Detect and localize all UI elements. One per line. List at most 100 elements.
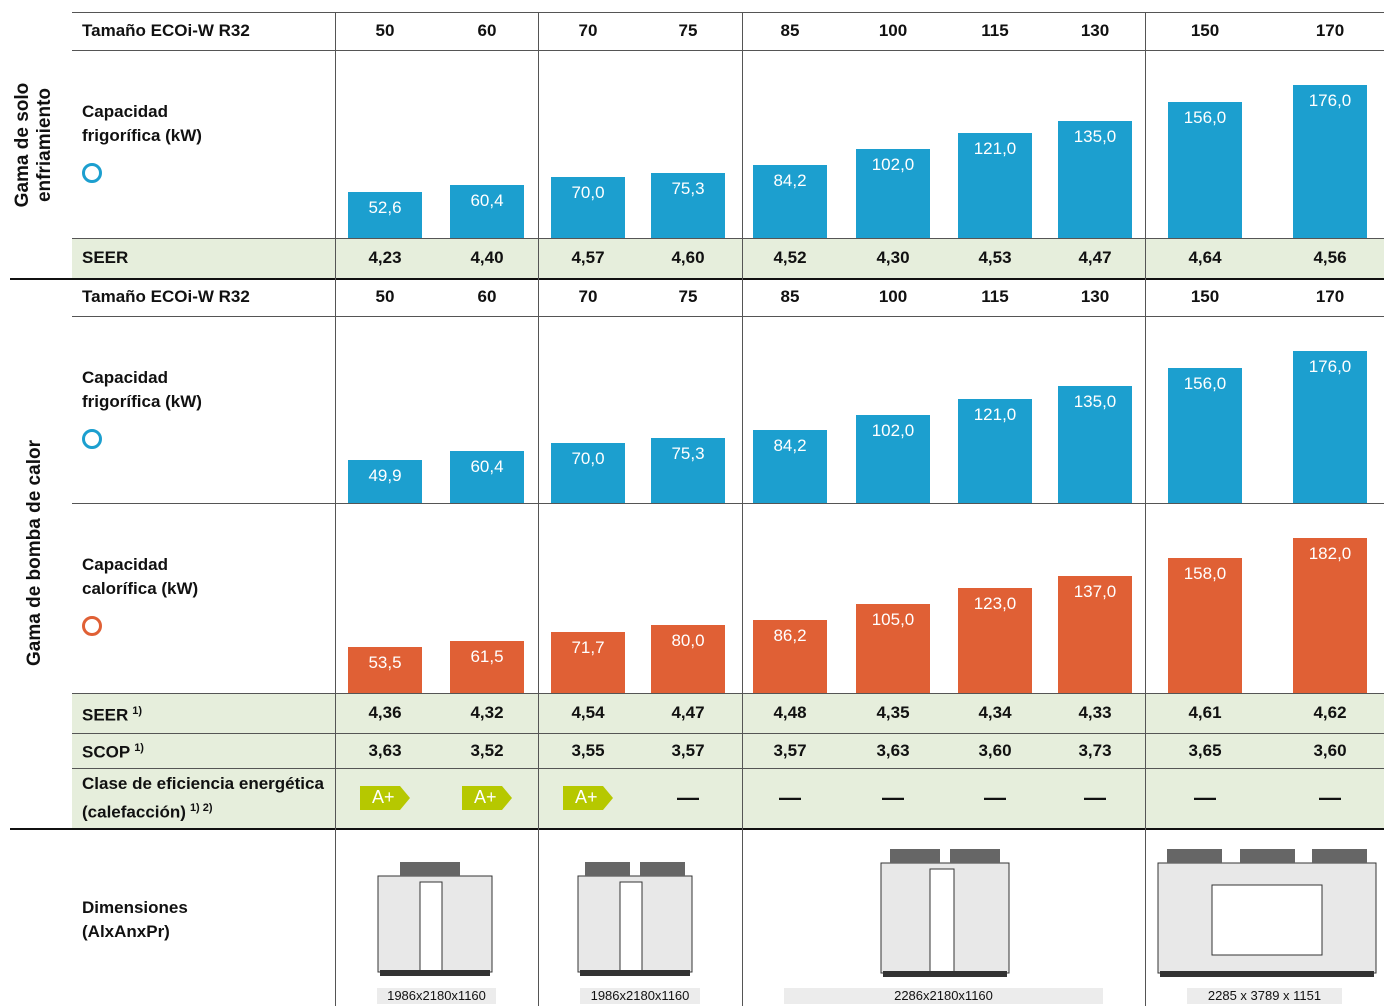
snowflake-icon xyxy=(82,429,102,449)
size-cell: 150 xyxy=(1190,21,1220,40)
value-cell: 4,60 xyxy=(671,248,705,267)
bar: 121,0 xyxy=(958,398,1032,503)
rule xyxy=(72,693,1384,694)
sun-icon xyxy=(82,616,102,636)
bar: 52,6 xyxy=(348,192,422,238)
label-text: SEER xyxy=(82,705,129,725)
footnote: 1) xyxy=(132,704,143,717)
bar: 102,0 xyxy=(856,149,930,238)
energy-badge: A+ xyxy=(462,786,512,810)
footnote: 1) 2) xyxy=(189,801,213,814)
bar: 176,0 xyxy=(1293,85,1367,238)
value-cell: — xyxy=(882,785,904,810)
bar: 61,5 xyxy=(450,640,524,693)
bar: 137,0 xyxy=(1058,576,1132,693)
value-cell: 3,57 xyxy=(671,741,705,760)
bar: 84,2 xyxy=(753,430,827,503)
value-cell: 3,60 xyxy=(1313,741,1347,760)
value-cell: 3,57 xyxy=(773,741,807,760)
size-cell: 170 xyxy=(1315,287,1345,306)
bar: 70,0 xyxy=(551,442,625,503)
size-cell: 85 xyxy=(780,287,800,306)
size-cell: 60 xyxy=(477,287,497,306)
size-label: Tamaño ECOi-W R32 xyxy=(82,21,250,40)
bar: 84,2 xyxy=(753,164,827,238)
bar: 60,4 xyxy=(450,185,524,238)
rule xyxy=(72,768,1384,769)
row-bg xyxy=(72,238,1384,278)
value-cell: 4,23 xyxy=(368,248,402,267)
size-cell: 70 xyxy=(578,287,598,306)
bar: 156,0 xyxy=(1168,102,1242,238)
value-cell: 3,73 xyxy=(1078,741,1112,760)
size-cell: 170 xyxy=(1315,21,1345,40)
rule xyxy=(72,733,1384,734)
row-bg xyxy=(72,733,1384,768)
value-cell: 4,53 xyxy=(978,248,1012,267)
label-text: Clase de eficiencia energética (calefacc… xyxy=(82,773,324,822)
bar: 75,3 xyxy=(651,172,725,238)
label-text: SEER xyxy=(82,248,129,267)
bar: 75,3 xyxy=(651,437,725,503)
row-label: Clase de eficiencia energética (calefacc… xyxy=(82,768,332,828)
value-cell: 4,61 xyxy=(1188,703,1222,722)
value-cell: 4,47 xyxy=(671,703,705,722)
row-label: Capacidad frigorífica (kW) xyxy=(82,366,232,414)
bar: 123,0 xyxy=(958,588,1032,693)
bar: 158,0 xyxy=(1168,558,1242,693)
row-label-text: SEER 1) xyxy=(82,699,142,728)
dimension-caption: 1986x2180x1160 xyxy=(580,988,700,1004)
value-cell: 4,36 xyxy=(368,703,402,722)
value-cell: 4,47 xyxy=(1078,248,1112,267)
size-cell: 75 xyxy=(678,21,698,40)
value-cell: — xyxy=(779,785,801,810)
value-cell: 3,63 xyxy=(876,741,910,760)
row-label: Dimensiones (AlxAnxPr) xyxy=(82,896,222,944)
column-rule xyxy=(538,12,539,1006)
bar: 135,0 xyxy=(1058,386,1132,503)
bar: 176,0 xyxy=(1293,351,1367,503)
row-bg xyxy=(72,693,1384,733)
row-label-text: Clase de eficiencia energética (calefacc… xyxy=(82,772,332,825)
bar: 80,0 xyxy=(651,624,725,693)
value-cell: 3,52 xyxy=(470,741,504,760)
row-label: SEER xyxy=(82,238,332,278)
column-rule xyxy=(1145,12,1146,1006)
value-cell: — xyxy=(984,785,1006,810)
unit-image xyxy=(577,862,693,976)
size-cell: 70 xyxy=(578,21,598,40)
value-cell: 4,56 xyxy=(1313,248,1347,267)
rule xyxy=(10,828,1384,830)
bar: 49,9 xyxy=(348,459,422,503)
rule xyxy=(72,238,1384,239)
column-rule xyxy=(742,12,743,1006)
label-text: Dimensiones (AlxAnxPr) xyxy=(82,898,188,941)
bar: 102,0 xyxy=(856,414,930,503)
size-cell: 115 xyxy=(981,287,1009,306)
value-cell: 3,65 xyxy=(1188,741,1222,760)
value-cell: — xyxy=(1194,785,1216,810)
value-cell: 4,52 xyxy=(773,248,807,267)
size-cell: 85 xyxy=(780,21,800,40)
bar: 86,2 xyxy=(753,619,827,693)
size-cell: 75 xyxy=(678,287,698,306)
value-cell: 3,60 xyxy=(978,741,1012,760)
size-cell: 115 xyxy=(981,21,1009,40)
value-cell: — xyxy=(1084,785,1106,810)
rule xyxy=(72,50,1384,51)
bar: 71,7 xyxy=(551,631,625,693)
unit-image xyxy=(1157,849,1377,977)
column-rule xyxy=(335,12,336,1006)
dimension-caption: 2286x2180x1160 xyxy=(784,988,1103,1004)
value-cell: 3,63 xyxy=(368,741,402,760)
row-label: SCOP 1) xyxy=(82,733,332,768)
rule xyxy=(72,503,1384,504)
value-cell: — xyxy=(677,785,699,810)
unit-image xyxy=(880,849,1010,977)
row-label-text: SEER xyxy=(82,246,128,270)
row-bg xyxy=(72,768,1384,828)
value-cell: 4,48 xyxy=(773,703,807,722)
unit-image xyxy=(377,862,493,976)
label-text: SCOP xyxy=(82,742,131,762)
